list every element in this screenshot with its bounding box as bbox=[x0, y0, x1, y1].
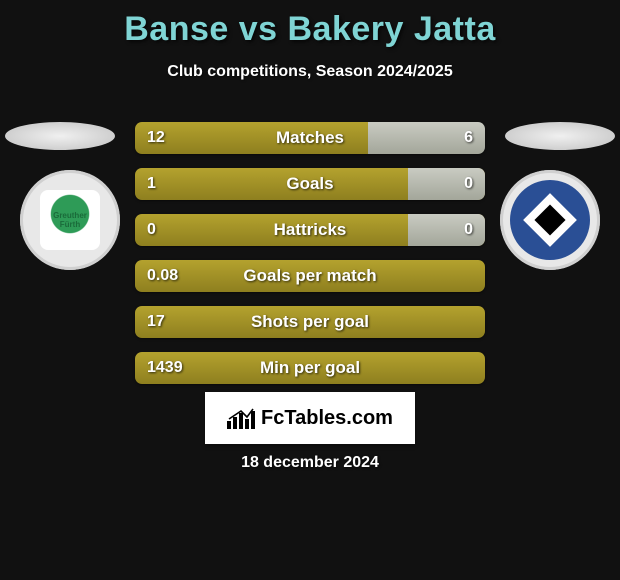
player-b-photo-placeholder bbox=[505, 122, 615, 150]
player-a-photo-placeholder bbox=[5, 122, 115, 150]
stat-row: 10Goals bbox=[135, 168, 485, 200]
stat-bar-b bbox=[408, 214, 485, 246]
stat-row: 1439Min per goal bbox=[135, 352, 485, 384]
club-badge-b-icon bbox=[510, 180, 590, 260]
fctables-icon bbox=[227, 407, 255, 429]
stat-bar-b bbox=[368, 122, 485, 154]
club-badge-a-icon: GreutherFürth bbox=[40, 190, 100, 250]
subtitle: Club competitions, Season 2024/2025 bbox=[0, 63, 620, 81]
stat-bar-a bbox=[135, 306, 485, 338]
player-b-club-badge bbox=[500, 170, 600, 270]
stat-bar-a bbox=[135, 352, 485, 384]
page-title: Banse vs Bakery Jatta bbox=[0, 0, 620, 49]
stats-comparison: 126Matches 10Goals 00Hattricks 0.08Goals pe… bbox=[135, 122, 485, 398]
date-line: 18 december 2024 bbox=[0, 454, 620, 472]
stat-row: 0.08Goals per match bbox=[135, 260, 485, 292]
player-a-club-badge: GreutherFürth bbox=[20, 170, 120, 270]
stat-bar-a bbox=[135, 260, 485, 292]
footer-brand-text: FcTables.com bbox=[261, 407, 393, 430]
stat-row: 17Shots per goal bbox=[135, 306, 485, 338]
stat-row: 126Matches bbox=[135, 122, 485, 154]
stat-bar-b bbox=[408, 168, 485, 200]
stat-bar-a bbox=[135, 122, 368, 154]
footer-brand-badge: FcTables.com bbox=[205, 392, 415, 444]
stat-row: 00Hattricks bbox=[135, 214, 485, 246]
